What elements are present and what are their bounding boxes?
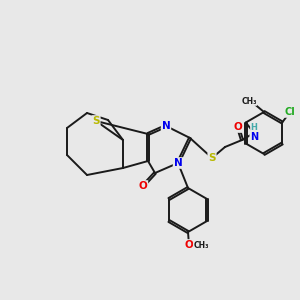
- Text: CH₃: CH₃: [193, 241, 209, 250]
- Text: S: S: [208, 153, 216, 163]
- Text: N: N: [162, 121, 170, 131]
- Text: O: O: [234, 122, 242, 132]
- Text: N: N: [174, 158, 182, 168]
- Text: Cl: Cl: [285, 107, 296, 117]
- Text: CH₃: CH₃: [241, 97, 257, 106]
- Text: O: O: [184, 240, 194, 250]
- Text: N: N: [250, 132, 258, 142]
- Text: H: H: [250, 124, 257, 133]
- Text: O: O: [139, 181, 147, 191]
- Text: S: S: [92, 116, 100, 126]
